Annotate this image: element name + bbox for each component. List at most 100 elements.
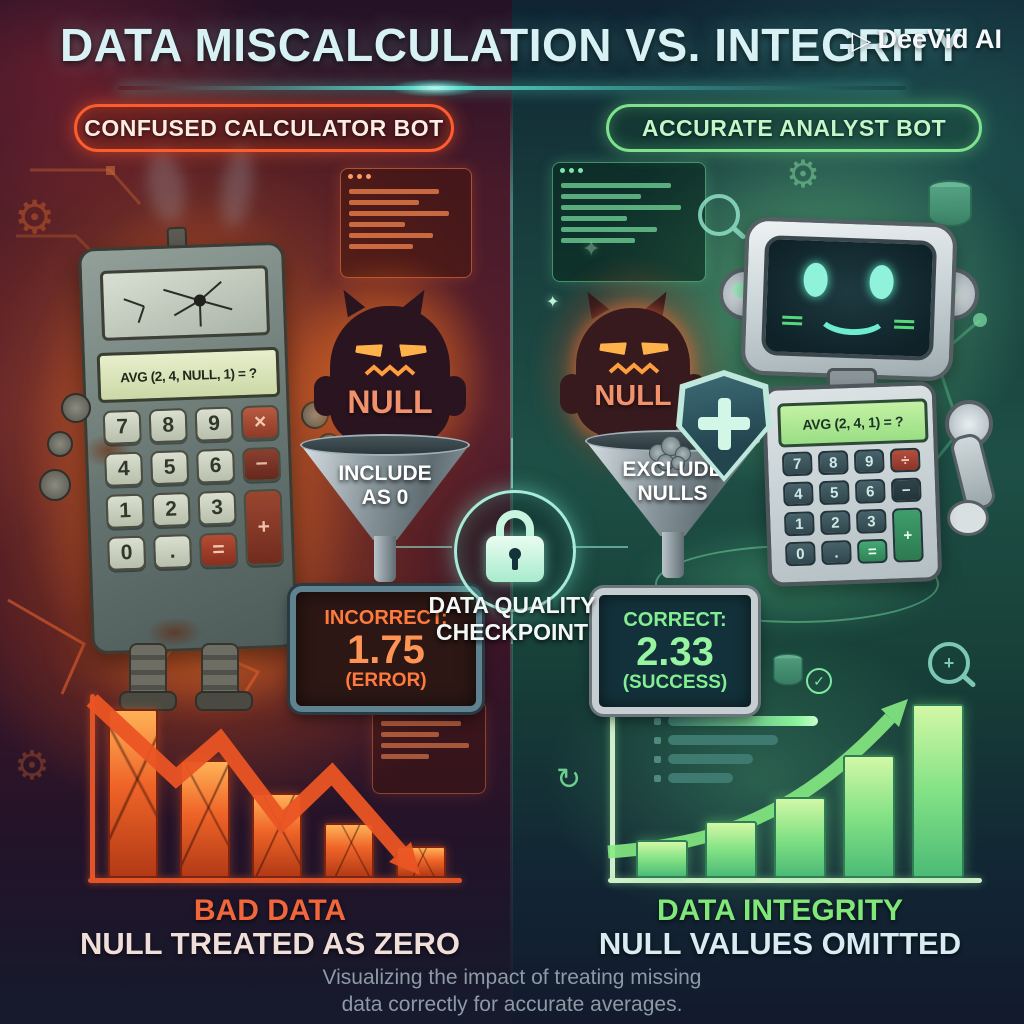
monster-arm: [442, 376, 466, 416]
robot-head: [740, 216, 958, 382]
brand-logo: ▷ DeeVid AI: [851, 24, 1002, 55]
brand-logo-text: DeeVid AI: [877, 24, 1002, 54]
calc-key: −: [242, 446, 282, 483]
claw-hand: [39, 469, 71, 501]
robot-blush: [782, 315, 803, 320]
calc-key: 0: [784, 541, 816, 567]
result-note: (SUCCESS): [622, 671, 728, 693]
title-divider-glow: [118, 86, 906, 90]
right-badge: ACCURATE ANALYST BOT: [606, 104, 982, 152]
bars-group: [636, 704, 964, 878]
y-axis: [610, 694, 615, 882]
check-icon: ✓: [806, 668, 832, 694]
crosshair-line: [396, 546, 452, 548]
calc-key: 6: [196, 448, 236, 484]
calc-key: 7: [102, 409, 142, 445]
result-value: 1.75: [347, 627, 425, 672]
right-footer-title: DATA INTEGRITY: [656, 894, 904, 927]
crosshair-line: [511, 608, 513, 644]
calc-key: +: [891, 507, 924, 563]
calc-key: 8: [148, 408, 188, 444]
calc-key: =: [198, 532, 239, 568]
divider-flare: [390, 79, 480, 97]
monster-body: [576, 308, 690, 438]
monster-body: [330, 306, 450, 446]
left-badge: CONFUSED CALCULATOR BOT: [74, 104, 454, 152]
refresh-icon: ↻: [556, 763, 582, 796]
analyst-calculator: AVG (2, 4, 1) = ? 7 8 9 ÷ 4 5 6− 1 2 3 +0. =: [761, 381, 943, 587]
zoom-in-icon: +: [928, 642, 970, 684]
caption-line2: data correctly for accurate averages.: [341, 993, 683, 1016]
checkpoint-label-line2: CHECKPOINT: [435, 619, 589, 646]
calc-key: 4: [782, 481, 814, 507]
calc-key: .: [820, 540, 852, 566]
monster-arm: [560, 374, 584, 414]
funnel-label: EXCLUDE NULLS: [585, 458, 760, 506]
code-window: [372, 700, 486, 794]
crosshair-line: [511, 438, 513, 488]
calc-key: 9: [853, 448, 885, 474]
calc-key: ÷: [889, 447, 921, 473]
checkpoint-label-line1: DATA QUALITY: [428, 592, 596, 618]
left-footer-subtitle: NULL TREATED AS ZERO: [79, 926, 461, 961]
calc-key: +: [243, 488, 285, 567]
crosshair-line: [572, 546, 628, 548]
calc-key: −: [890, 477, 922, 503]
x-axis: [608, 878, 982, 883]
calc-key: 3: [855, 508, 887, 534]
calc-key: ×: [240, 404, 280, 441]
calc-key: 7: [781, 451, 813, 477]
lock-keyhole-slot: [512, 557, 518, 570]
calc-key: 8: [817, 450, 849, 476]
code-window-header: [341, 169, 471, 183]
result-label: INCORRECT:: [324, 606, 448, 629]
calc-key: 5: [150, 449, 190, 486]
calc-key: 2: [819, 510, 851, 536]
gear-icon: ⚙: [786, 154, 821, 196]
right-footer-subtitle: NULL VALUES OMITTED: [598, 926, 962, 961]
robot-face-screen: [760, 235, 938, 361]
incorrect-result-panel: INCORRECT: 1.75 (ERROR): [290, 586, 482, 712]
robot-hand: [947, 500, 989, 536]
accurate-analyst-bot: AVG (2, 4, 1) = ? 7 8 9 ÷ 4 5 6− 1 2 3 +0. =: [719, 210, 998, 587]
null-label: NULL: [594, 380, 672, 412]
monster-arm: [314, 376, 338, 416]
robot-smile: [815, 292, 890, 337]
funnel-label-line2: AS 0: [361, 486, 409, 510]
funnel-label-line2: NULLS: [637, 482, 708, 506]
data-clump: [649, 436, 693, 472]
result-value: 2.33: [636, 629, 714, 674]
gear-icon: ⚙: [14, 191, 56, 243]
page-title: DATA MISCALCULATION VS. INTEGRITY: [59, 19, 965, 71]
ascending-bar-chart: [598, 694, 990, 892]
calculator-keypad: 7 8 9 × 4 5 6− 1 2 3 +0. =: [102, 404, 285, 571]
null-label: NULL: [347, 384, 433, 420]
left-footer-title: BAD DATA: [193, 894, 347, 927]
downtrend-arrow: [86, 694, 420, 875]
calc-key: 9: [194, 406, 234, 442]
play-triangle-icon: ▷: [851, 24, 872, 55]
calculator-display: AVG (2, 4, NULL, 1) = ?: [96, 346, 281, 404]
funnel-label: INCLUDE AS 0: [300, 462, 470, 510]
shield-cross: [698, 417, 750, 430]
y-axis: [90, 694, 95, 882]
calculator-body: AVG (2, 4, NULL, 1) = ? 7 8 9 × 4 5 6− 1 2 3 +0. =: [77, 241, 299, 655]
arm-joint: [61, 393, 91, 423]
calc-key: 2: [151, 491, 191, 528]
funnel-label-line1: INCLUDE: [338, 462, 432, 485]
chart-bar: [912, 704, 964, 878]
robot-blush: [894, 319, 915, 324]
funnel-rim: [300, 434, 470, 456]
calculator-keypad: 7 8 9 ÷ 4 5 6− 1 2 3 +0. =: [781, 447, 924, 567]
chart-bar: [705, 821, 757, 878]
monster-mouth: [364, 364, 416, 377]
monster-mouth: [608, 362, 660, 375]
calc-key: 1: [105, 493, 145, 529]
magnifier-icon: [698, 194, 740, 236]
calc-key: 1: [783, 511, 815, 537]
calc-key: 0: [107, 535, 147, 571]
correct-result-panel: CORRECT: 2.33 (SUCCESS): [592, 588, 758, 714]
chart-bar: [843, 755, 895, 878]
calc-key: 4: [104, 451, 144, 487]
chart-bar: [774, 797, 826, 878]
